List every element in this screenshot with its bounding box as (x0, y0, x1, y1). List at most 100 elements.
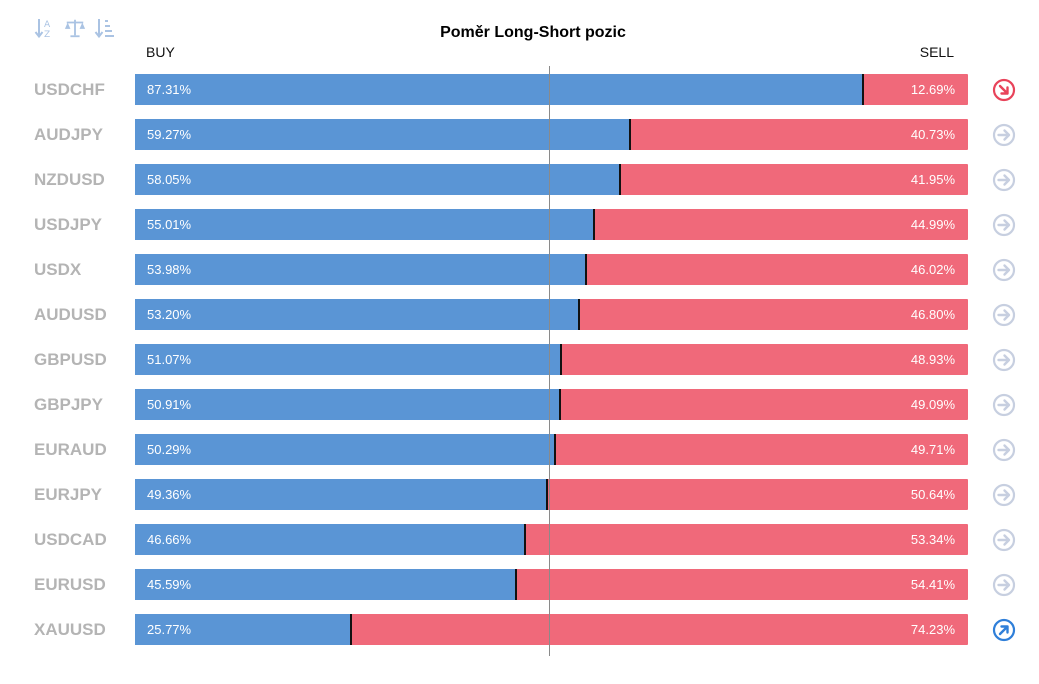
sell-bar: 45.59% 54.41% (135, 569, 968, 600)
buy-percent: 50.91% (147, 397, 192, 412)
trend-neutral-icon[interactable] (992, 573, 1016, 597)
sell-percent: 49.71% (910, 442, 955, 457)
ratio-row: USDCHF 87.31% 12.69% (0, 74, 1039, 105)
sell-bar: 53.98% 46.02% (135, 254, 968, 285)
svg-text:Z: Z (44, 30, 50, 40)
buy-bar (135, 389, 562, 420)
buy-bar (135, 254, 587, 285)
trend-neutral-icon[interactable] (992, 528, 1016, 552)
symbol-label[interactable]: EURAUD (34, 440, 107, 459)
trend-neutral-icon[interactable] (992, 303, 1016, 327)
symbol-label[interactable]: NZDUSD (34, 170, 105, 189)
symbol-label[interactable]: USDJPY (34, 215, 103, 234)
buy-bar (135, 614, 352, 645)
buy-bar (135, 344, 563, 375)
trend-neutral-icon[interactable] (992, 483, 1016, 507)
buy-percent: 55.01% (147, 217, 192, 232)
sell-bar: 55.01% 44.99% (135, 209, 968, 240)
ratio-row: AUDJPY 59.27% 40.73% (0, 119, 1039, 150)
buy-bar (135, 119, 631, 150)
trend-neutral-icon[interactable] (992, 168, 1016, 192)
trend-down-icon[interactable] (992, 78, 1016, 102)
symbol-label[interactable]: EURJPY (34, 485, 103, 504)
sell-bar: 46.66% 53.34% (135, 524, 968, 555)
sell-percent: 41.95% (910, 172, 955, 187)
symbol-label[interactable]: GBPUSD (34, 350, 107, 369)
sell-percent: 53.34% (910, 532, 955, 547)
ratio-row: GBPJPY 50.91% 49.09% (0, 389, 1039, 420)
symbol-label[interactable]: EURUSD (34, 575, 106, 594)
sell-bar: 58.05% 41.95% (135, 164, 968, 195)
ratio-row: EURUSD 45.59% 54.41% (0, 569, 1039, 600)
trend-neutral-icon[interactable] (992, 393, 1016, 417)
buy-bar (135, 479, 549, 510)
toolbar: A Z (34, 16, 116, 40)
symbol-label[interactable]: GBPJPY (34, 395, 103, 414)
sell-bar: 50.29% 49.71% (135, 434, 968, 465)
buy-bar (135, 209, 596, 240)
symbol-label[interactable]: USDCHF (34, 80, 105, 99)
buy-percent: 51.07% (147, 352, 192, 367)
fifty-percent-line (549, 66, 550, 656)
buy-percent: 53.98% (147, 262, 192, 277)
trend-neutral-icon[interactable] (992, 438, 1016, 462)
buy-bar (135, 164, 621, 195)
sell-bar: 50.91% 49.09% (135, 389, 968, 420)
sell-percent: 50.64% (910, 487, 955, 502)
sort-alpha-icon[interactable]: A Z (34, 16, 56, 40)
sell-bar: 59.27% 40.73% (135, 119, 968, 150)
sell-percent: 74.23% (910, 622, 955, 637)
sell-percent: 49.09% (910, 397, 955, 412)
symbol-label[interactable]: XAUUSD (34, 620, 106, 639)
ratio-row: GBPUSD 51.07% 48.93% (0, 344, 1039, 375)
buy-bar (135, 74, 865, 105)
svg-text:A: A (44, 20, 51, 30)
buy-header: BUY (146, 44, 175, 60)
ratio-row: NZDUSD 58.05% 41.95% (0, 164, 1039, 195)
sell-percent: 46.80% (910, 307, 955, 322)
buy-percent: 53.20% (147, 307, 192, 322)
sell-percent: 44.99% (910, 217, 955, 232)
sell-bar: 53.20% 46.80% (135, 299, 968, 330)
sell-bar: 49.36% 50.64% (135, 479, 968, 510)
buy-percent: 59.27% (147, 127, 192, 142)
trend-neutral-icon[interactable] (992, 123, 1016, 147)
chart-title: Poměr Long-Short pozic (440, 24, 626, 41)
buy-percent: 87.31% (147, 82, 192, 97)
buy-bar (135, 569, 517, 600)
trend-neutral-icon[interactable] (992, 348, 1016, 372)
sort-descending-icon[interactable] (94, 16, 116, 40)
sell-bar: 51.07% 48.93% (135, 344, 968, 375)
buy-percent: 58.05% (147, 172, 192, 187)
buy-bar (135, 434, 556, 465)
trend-neutral-icon[interactable] (992, 213, 1016, 237)
sell-bar: 25.77% 74.23% (135, 614, 968, 645)
buy-percent: 45.59% (147, 577, 192, 592)
balance-icon[interactable] (64, 16, 86, 40)
sell-percent: 54.41% (910, 577, 955, 592)
ratio-row: USDJPY 55.01% 44.99% (0, 209, 1039, 240)
sell-percent: 40.73% (910, 127, 955, 142)
ratio-row: USDX 53.98% 46.02% (0, 254, 1039, 285)
sell-percent: 48.93% (910, 352, 955, 367)
ratio-row: USDCAD 46.66% 53.34% (0, 524, 1039, 555)
sell-header: SELL (919, 44, 954, 60)
sell-bar: 87.31% 12.69% (135, 74, 968, 105)
trend-neutral-icon[interactable] (992, 258, 1016, 282)
symbol-label[interactable]: USDX (34, 260, 82, 279)
trend-up-icon[interactable] (992, 618, 1016, 642)
buy-percent: 25.77% (147, 622, 192, 637)
sell-percent: 12.69% (910, 82, 955, 97)
symbol-label[interactable]: AUDUSD (34, 305, 107, 324)
sell-percent: 46.02% (910, 262, 955, 277)
ratio-row: EURAUD 50.29% 49.71% (0, 434, 1039, 465)
buy-percent: 49.36% (147, 487, 192, 502)
ratio-row: AUDUSD 53.20% 46.80% (0, 299, 1039, 330)
buy-bar (135, 299, 581, 330)
buy-percent: 46.66% (147, 532, 192, 547)
symbol-label[interactable]: USDCAD (34, 530, 107, 549)
symbol-label[interactable]: AUDJPY (34, 125, 103, 144)
ratio-row: EURJPY 49.36% 50.64% (0, 479, 1039, 510)
buy-bar (135, 524, 526, 555)
buy-percent: 50.29% (147, 442, 192, 457)
